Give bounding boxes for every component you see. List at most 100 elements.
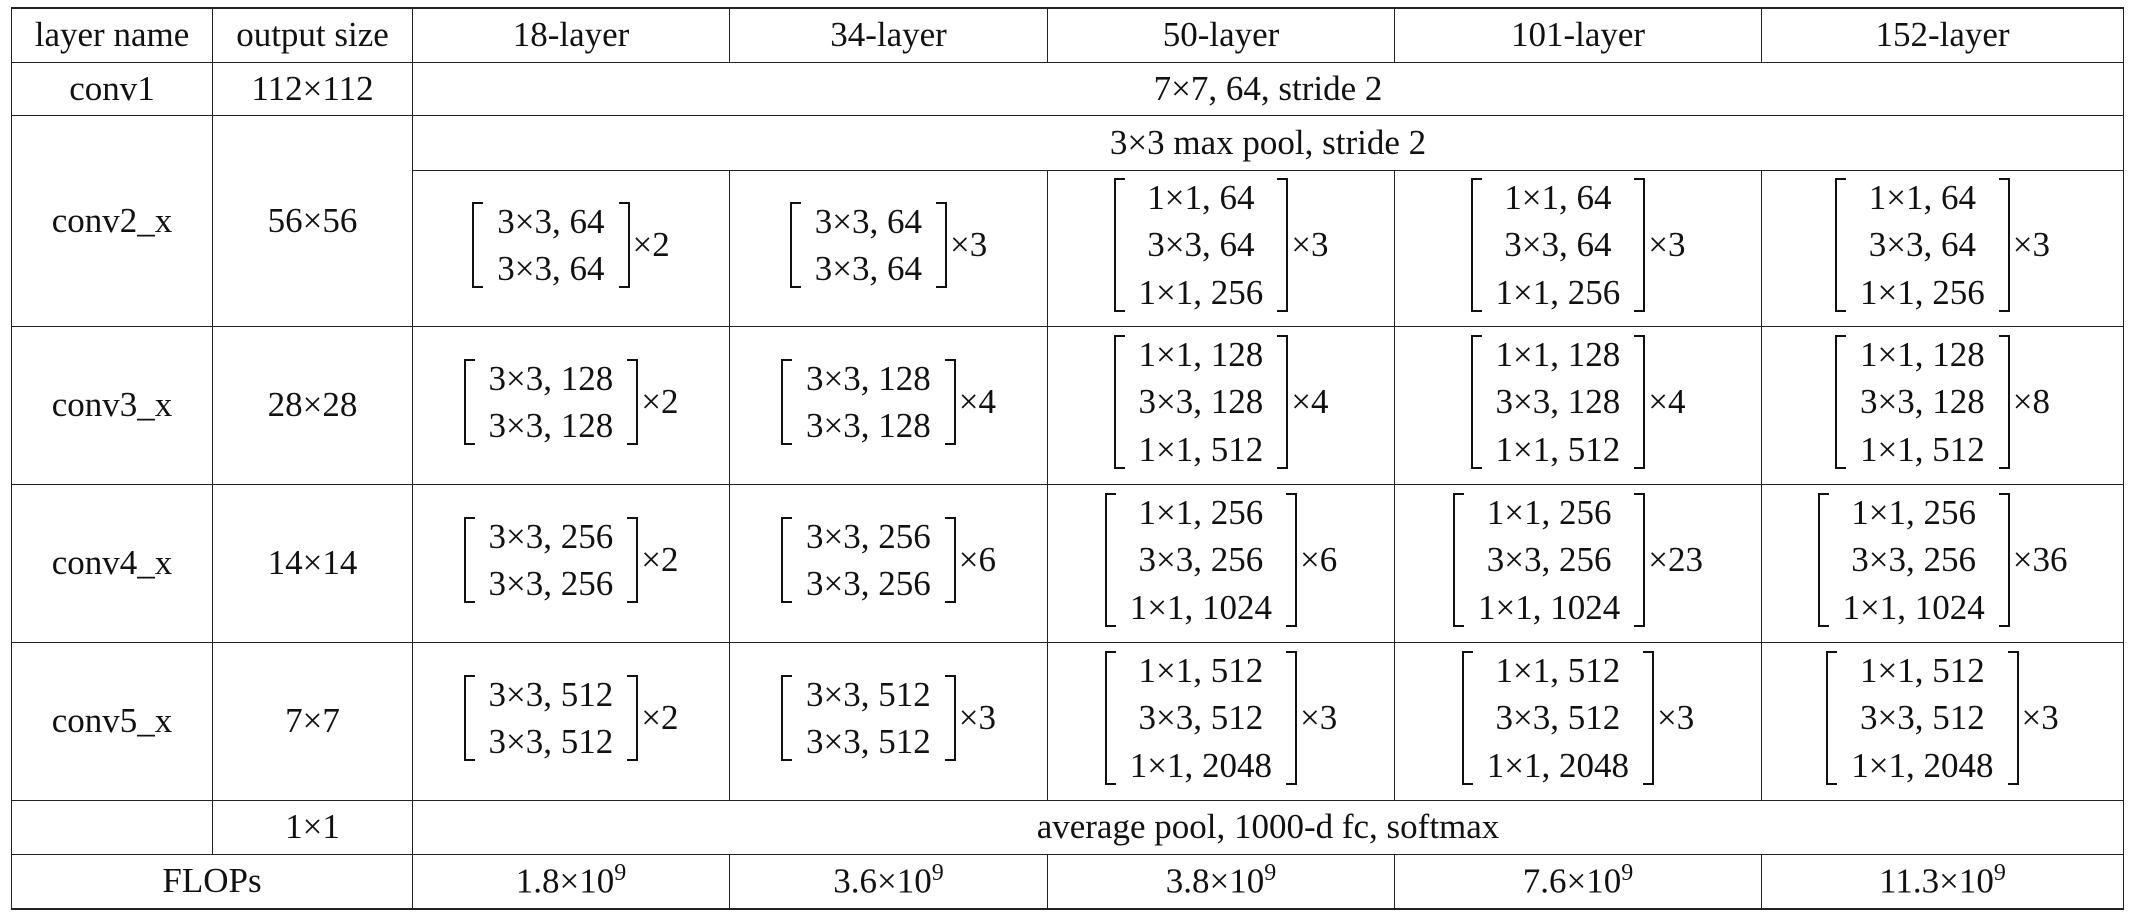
layer-spec: 3×3, 128 [488,406,614,445]
block-cell: 1×1, 128 3×3, 128 1×1, 512 ×8 [1761,325,2124,485]
output-size-text: 112×112 [251,68,374,108]
block-lines: 3×3, 512 3×3, 512 [489,671,614,766]
bracket-left [1453,493,1464,627]
header-cell: 34-layer [729,7,1048,63]
block: 1×1, 128 3×3, 128 1×1, 512 ×4 [1470,331,1686,473]
layer-spec: 3×3, 128 [1495,382,1621,422]
header-cell: 101-layer [1394,7,1762,63]
block-cell: 1×1, 64 3×3, 64 1×1, 256 ×3 [1047,169,1395,327]
layer-spec: 3×3, 512 [1860,698,1985,738]
layer-spec: 1×1, 512 [1860,429,1985,469]
layer-spec: 1×1, 64 [1504,178,1612,218]
block-lines: 3×3, 256 3×3, 256 [489,513,614,608]
block-cell: 3×3, 256 3×3, 256 ×6 [729,483,1048,643]
bracket-left [463,516,475,604]
bracket-right [1634,493,1646,627]
table-row: layer name output size 18-layer 34-layer 50-… [11,7,2124,63]
layer-spec: 3×3, 64 [1868,225,1976,265]
layer-name-text: conv3_x [51,385,173,424]
layer-spec: 3×3, 128 [806,406,931,445]
header-cell: 18-layer [412,7,730,63]
layer-spec: 1×1, 128 [1860,335,1985,375]
layer-spec: 3×3, 512 [806,674,931,714]
header-cell-text: layer name [34,15,190,55]
flops-value: 3.8×109 [1047,853,1395,910]
layer-spec: 3×3, 512 [488,722,614,761]
repeat-count: ×2 [641,540,679,579]
bracket-left [463,358,475,446]
block: 3×3, 512 3×3, 512 ×2 [463,671,679,766]
layer-name: conv2_x [11,114,213,327]
block-lines: 1×1, 512 3×3, 512 1×1, 2048 [1487,647,1629,789]
repeat-count: ×3 [950,225,988,264]
repeat-count: ×3 [958,698,996,737]
block: 3×3, 512 3×3, 512 ×3 [781,671,996,766]
repeat-count: ×3 [1657,698,1695,737]
header-cell-text: 152-layer [1875,15,2010,55]
block-lines: 1×1, 512 3×3, 512 1×1, 2048 [1851,647,1993,789]
bracket-left [1835,335,1846,469]
bracket-right [944,516,956,604]
table-row: conv3_x 28×28 3×3, 128 3×3, 128 ×2 3×3, 128 3×… [11,325,2124,485]
repeat-count: ×3 [2021,698,2059,737]
block-lines: 1×1, 256 3×3, 256 1×1, 1024 [1130,489,1272,631]
block-cell: 1×1, 256 3×3, 256 1×1, 1024 ×36 [1761,483,2124,643]
layer-spec: 1×1, 256 [1851,493,1976,533]
layer-spec: 1×1, 512 [1860,651,1985,691]
block-lines: 1×1, 256 3×3, 256 1×1, 1024 [1478,489,1620,631]
bracket-left [1826,651,1838,785]
layer-name-text: conv2_x [51,200,173,240]
output-size: 28×28 [212,325,413,485]
spanning-cell: 3×3 max pool, stride 2 [412,114,2124,171]
repeat-count: ×4 [1648,382,1686,421]
header-cell-text: 101-layer [1510,15,1646,55]
block: 1×1, 256 3×3, 256 1×1, 1024 ×36 [1817,489,2068,631]
repeat-count: ×4 [958,382,996,421]
bracket-right [1998,493,2010,627]
bracket-right [627,516,639,604]
block: 1×1, 512 3×3, 512 1×1, 2048 ×3 [1104,647,1337,789]
header-cell: 152-layer [1761,7,2124,63]
layer-spec: 3×3, 256 [806,564,931,603]
header-cell-text: 18-layer [512,15,630,55]
flops-base: 7.6×10 [1522,862,1622,902]
bracket-right [944,358,956,446]
block-cell: 3×3, 512 3×3, 512 ×2 [412,641,730,801]
table-row: 1×1 average pool, 1000-d fc, softmax [11,799,2124,855]
block: 1×1, 128 3×3, 128 1×1, 512 ×4 [1113,331,1329,473]
block-cell: 1×1, 256 3×3, 256 1×1, 1024 ×6 [1047,483,1395,643]
block: 3×3, 256 3×3, 256 ×2 [463,513,679,608]
layer-name: conv5_x [11,641,213,801]
repeat-count: ×8 [2012,382,2050,421]
layer-spec: 3×3, 64 [497,201,605,241]
architecture-table: layer name output size 18-layer 34-layer 50-… [11,7,2124,910]
layer-spec: 3×3, 256 [1851,540,1976,580]
bracket-left [1113,178,1125,312]
layer-spec: 3×3, 256 [806,516,931,556]
table-row: conv5_x 7×7 3×3, 512 3×3, 512 ×2 3×3, 512 3×3,… [11,641,2124,801]
block: 1×1, 512 3×3, 512 1×1, 2048 ×3 [1826,647,2059,789]
layer-spec: 1×1, 256 [1495,272,1621,312]
layer-spec: 3×3, 256 [488,564,614,603]
bracket-left [1470,178,1482,312]
block-lines: 1×1, 64 3×3, 64 1×1, 256 [1860,174,1985,316]
block-lines: 3×3, 64 3×3, 64 [497,198,604,293]
repeat-count: ×6 [1300,540,1338,579]
block: 1×1, 128 3×3, 128 1×1, 512 ×8 [1835,331,2050,473]
flops-value: 11.3×109 [1761,853,2124,910]
block: 1×1, 512 3×3, 512 1×1, 2048 ×3 [1461,647,1695,789]
layer-spec: 3×3, 512 [1138,698,1264,738]
repeat-count: ×6 [958,540,996,579]
block-lines: 3×3, 512 3×3, 512 [806,671,931,766]
block-lines: 1×1, 128 3×3, 128 1×1, 512 [1860,331,1985,473]
bracket-left [1835,178,1846,312]
block-lines: 3×3, 256 3×3, 256 [806,513,931,608]
flops-base: 3.8×10 [1165,862,1265,902]
block: 3×3, 64 3×3, 64 ×3 [789,198,988,293]
block: 1×1, 256 3×3, 256 1×1, 1024 ×6 [1104,489,1338,631]
layer-spec: 1×1, 128 [1495,335,1621,375]
layer-spec: 1×1, 256 [1486,493,1612,533]
bracket-left [1817,493,1829,627]
bracket-left [789,201,801,289]
table-row: 3×3, 64 3×3, 64 ×2 3×3, 64 3×3, 64 ×3 1×1, 64 3… [12,169,2124,327]
